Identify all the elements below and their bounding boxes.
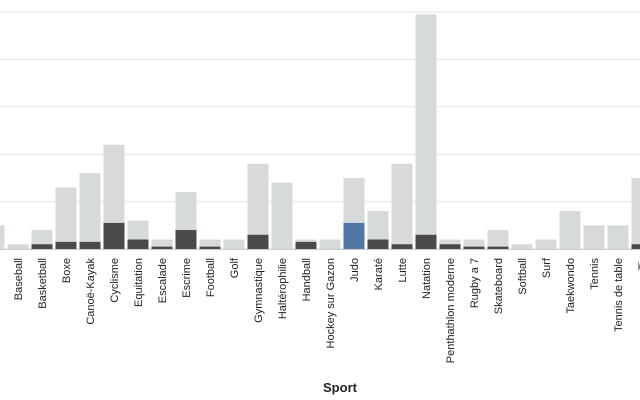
x-tick-label: Hockey sur Gazon — [325, 258, 337, 348]
bar-total — [271, 182, 293, 249]
x-tick-label: Judo — [349, 258, 361, 282]
bar-total — [55, 187, 77, 249]
bar-part — [367, 239, 389, 249]
x-tick-label: Baseball — [13, 258, 25, 300]
x-tick-label: Lutte — [397, 258, 409, 282]
x-tick-label: Canoë-Kayak — [85, 258, 97, 325]
bar-total — [559, 211, 581, 249]
x-tick-label: Equitation — [133, 258, 145, 307]
bar-part — [199, 246, 221, 249]
x-tick-label: Tir — [637, 258, 640, 271]
bar-total — [535, 239, 557, 249]
x-tick-label: Karaté — [373, 258, 385, 290]
bar-total — [319, 239, 341, 249]
bar-part — [463, 246, 485, 249]
bar-part — [295, 241, 317, 249]
bar-part — [103, 222, 125, 249]
x-tick-label: Boxe — [61, 258, 73, 283]
x-tick-label: Surf — [541, 257, 553, 278]
bar-part — [31, 244, 53, 249]
bar-part — [415, 234, 437, 249]
bar-part — [79, 241, 101, 249]
bar-total — [631, 177, 640, 249]
bar-part — [247, 234, 269, 249]
bar-total — [583, 225, 605, 249]
bar-total — [391, 163, 413, 249]
bar-total — [511, 244, 533, 249]
bar-total — [7, 244, 29, 249]
x-tick-label: Gymnastique — [253, 258, 265, 323]
bar-part — [631, 244, 640, 249]
x-tick-label: Tennis de table — [613, 258, 625, 332]
bar-total — [79, 173, 101, 249]
bar-part — [127, 239, 149, 249]
x-tick-label: Rugby a 7 — [469, 258, 481, 308]
x-axis-title: Sport — [323, 380, 358, 395]
x-tick-label: Tennis — [589, 258, 601, 290]
bar-part — [487, 246, 509, 249]
x-tick-label: Football — [205, 258, 217, 297]
bar-part — [55, 241, 77, 249]
x-tick-label: Handball — [301, 258, 313, 301]
bar-part — [151, 246, 173, 249]
x-tick-label: Penthathlon moderne — [445, 258, 457, 363]
x-tick-label: Taekwondo — [565, 258, 577, 314]
bar-part — [175, 230, 197, 249]
bar-total — [415, 14, 437, 250]
x-tick-label: Escalade — [157, 258, 169, 303]
bar-total — [463, 239, 485, 249]
x-tick-labels: Athlétisme Baseball Basketball Boxe Canoë-Ka… — [0, 257, 640, 363]
x-tick-label: Escrime — [181, 258, 193, 298]
bar-part — [391, 244, 413, 249]
bars — [0, 14, 640, 250]
x-tick-label: Skateboard — [493, 258, 505, 314]
bar-total — [247, 163, 269, 249]
x-tick-label: Basketball — [37, 258, 49, 309]
bar-total — [151, 239, 173, 249]
x-tick-label: Athlétisme — [0, 258, 1, 309]
bar-total — [607, 225, 629, 249]
bar-total — [199, 239, 221, 249]
x-tick-label: Haltérophilie — [277, 258, 289, 319]
bar-part — [439, 244, 461, 249]
bar-total — [487, 230, 509, 249]
x-tick-label: Natation — [421, 258, 433, 299]
x-tick-label: Cyclisme — [109, 258, 121, 303]
bar-total — [0, 225, 5, 249]
bar-total — [223, 239, 245, 249]
bar-part — [343, 222, 365, 249]
x-tick-label: Softball — [517, 258, 529, 295]
x-tick-label: Golf — [229, 257, 241, 278]
